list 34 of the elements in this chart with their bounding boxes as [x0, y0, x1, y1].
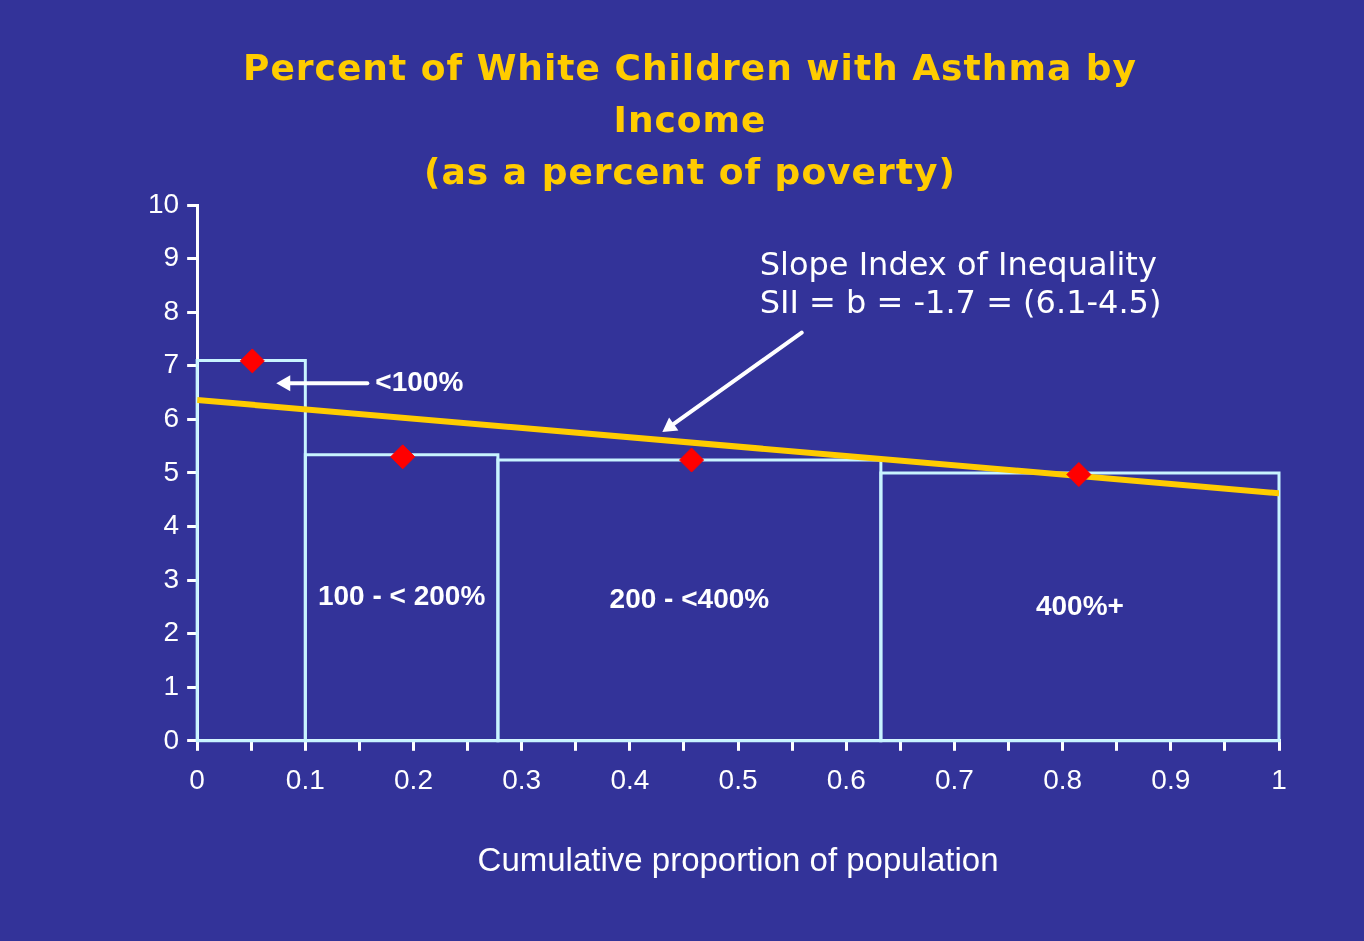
x-tick-label: 0.9: [1151, 764, 1191, 796]
x-tick-label: 0.6: [826, 764, 866, 796]
chart-subtitle: (as a percent of poverty): [423, 150, 957, 194]
y-tick-label: 9: [163, 241, 180, 273]
x-tick-label: 0.3: [502, 764, 542, 796]
y-tick-label: 1: [163, 669, 180, 701]
x-tick-label: 0.5: [718, 764, 758, 796]
x-tick-label: 0.1: [285, 764, 325, 796]
chart-title: Percent of White Children with Asthma by Income: [242, 46, 1138, 142]
x-tick-label: 0.8: [1043, 764, 1083, 796]
y-tick-label: 3: [163, 562, 180, 594]
x-tick-label: 0.7: [934, 764, 974, 796]
annotation: 200 - <400%: [609, 583, 770, 615]
annotation: 100 - < 200%: [317, 580, 486, 612]
x-axis-title: Cumulative proportion of population: [477, 841, 999, 879]
y-tick-label: 4: [163, 509, 180, 541]
point: [239, 348, 265, 374]
annotation: 400%+: [1035, 589, 1124, 621]
point: [679, 447, 705, 473]
x-tick-label: 0.4: [610, 764, 650, 796]
y-tick-label: 8: [163, 294, 180, 326]
annotation: <100%: [375, 365, 464, 397]
y-tick-label: 10: [147, 187, 180, 219]
x-tick-label: 1: [1271, 764, 1287, 796]
x-tick-label: 0: [189, 764, 205, 796]
x-tick-label: 0.2: [394, 764, 433, 796]
y-tick-label: 6: [163, 402, 180, 434]
point: [1066, 462, 1092, 488]
y-tick-label: 5: [163, 455, 180, 487]
annotation: Slope Index of Inequality SII = b = -1.7 = (6.1-4.5): [759, 244, 1162, 321]
point: [390, 444, 416, 470]
y-tick-label: 0: [163, 723, 180, 755]
y-tick-label: 2: [163, 616, 180, 648]
y-tick-label: 7: [163, 348, 180, 380]
